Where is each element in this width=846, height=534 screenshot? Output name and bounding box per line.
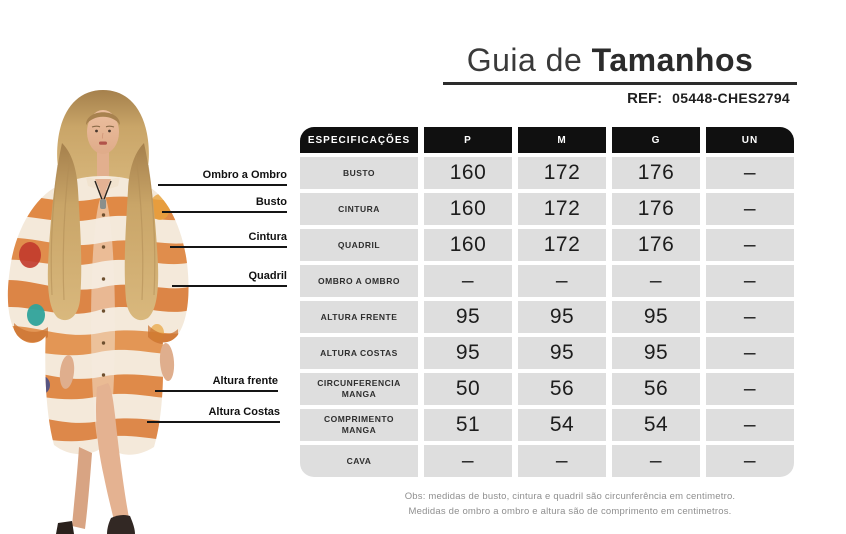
ref-label: REF:: [627, 90, 663, 107]
size-value-cell: 95: [612, 337, 700, 369]
size-value-cell: –: [706, 265, 794, 297]
size-value-cell: –: [706, 301, 794, 333]
size-value-cell: –: [612, 445, 700, 477]
size-value-cell: 56: [518, 373, 606, 405]
size-value-cell: –: [518, 445, 606, 477]
model-photo: [0, 85, 190, 534]
notes: Obs: medidas de busto, cintura e quadril…: [330, 489, 810, 519]
row-label: COMPRIMENTO MANGA: [300, 409, 418, 441]
size-value-cell: 95: [518, 301, 606, 333]
size-value-cell: –: [706, 193, 794, 225]
column-header: ESPECIFICAÇÕES: [300, 127, 418, 153]
size-table: ESPECIFICAÇÕES P M G UN BUSTO 160 172 176– CINTUR…: [300, 127, 794, 477]
row-label: ALTURA COSTAS: [300, 337, 418, 369]
row-label: ALTURA FRENTE: [300, 301, 418, 333]
page-title: Guia de Tamanhos: [420, 42, 800, 79]
size-value-cell: 172: [518, 229, 606, 261]
size-value-cell: –: [706, 157, 794, 189]
size-value-cell: 56: [612, 373, 700, 405]
size-value-cell: –: [706, 337, 794, 369]
page-title-light: Guia de: [466, 42, 592, 78]
size-value-cell: 172: [518, 157, 606, 189]
size-value-cell: –: [424, 445, 512, 477]
row-label: CAVA: [300, 445, 418, 477]
note-line-2: Medidas de ombro a ombro e altura são de…: [408, 506, 732, 517]
size-value-cell: 160: [424, 193, 512, 225]
size-value-cell: –: [706, 409, 794, 441]
size-value-cell: 51: [424, 409, 512, 441]
size-value-cell: 50: [424, 373, 512, 405]
measure-label-altura-frente: Altura frente: [155, 375, 278, 392]
row-label: CIRCUNFERENCIA MANGA: [300, 373, 418, 405]
size-value-cell: 54: [518, 409, 606, 441]
model-illustration: [7, 90, 189, 534]
measure-label-busto: Busto: [162, 196, 287, 213]
row-label: OMBRO A OMBRO: [300, 265, 418, 297]
size-value-cell: –: [518, 265, 606, 297]
ref-value: 05448-CHES2794: [672, 90, 790, 106]
size-value-cell: –: [612, 265, 700, 297]
measure-label-ombro-a-ombro: Ombro a Ombro: [158, 169, 287, 186]
note-line-1: Obs: medidas de busto, cintura e quadril…: [404, 491, 736, 502]
size-value-cell: 160: [424, 157, 512, 189]
size-value-cell: 160: [424, 229, 512, 261]
column-header: P: [424, 127, 512, 153]
size-value-cell: –: [706, 229, 794, 261]
row-label: BUSTO: [300, 157, 418, 189]
size-value-cell: 95: [424, 301, 512, 333]
size-value-cell: –: [424, 265, 512, 297]
size-value-cell: 54: [612, 409, 700, 441]
size-value-cell: –: [706, 445, 794, 477]
page-title-bold: Tamanhos: [591, 42, 754, 78]
size-value-cell: –: [706, 373, 794, 405]
size-value-cell: 95: [518, 337, 606, 369]
size-value-cell: 176: [612, 193, 700, 225]
measure-label-quadril: Quadril: [172, 270, 287, 287]
size-value-cell: 95: [612, 301, 700, 333]
size-value-cell: 176: [612, 157, 700, 189]
measure-label-altura-costas: Altura Costas: [147, 406, 280, 423]
size-value-cell: 95: [424, 337, 512, 369]
column-header: G: [612, 127, 700, 153]
column-header: M: [518, 127, 606, 153]
measure-label-cintura: Cintura: [170, 231, 287, 248]
size-value-cell: 176: [612, 229, 700, 261]
row-label: CINTURA: [300, 193, 418, 225]
column-header: UN: [706, 127, 794, 153]
size-value-cell: 172: [518, 193, 606, 225]
row-label: QUADRIL: [300, 229, 418, 261]
header: Guia de Tamanhos REF: 05448-CHES2794: [420, 42, 800, 107]
ref-row: REF: 05448-CHES2794: [443, 90, 790, 107]
title-underline: [443, 82, 797, 85]
